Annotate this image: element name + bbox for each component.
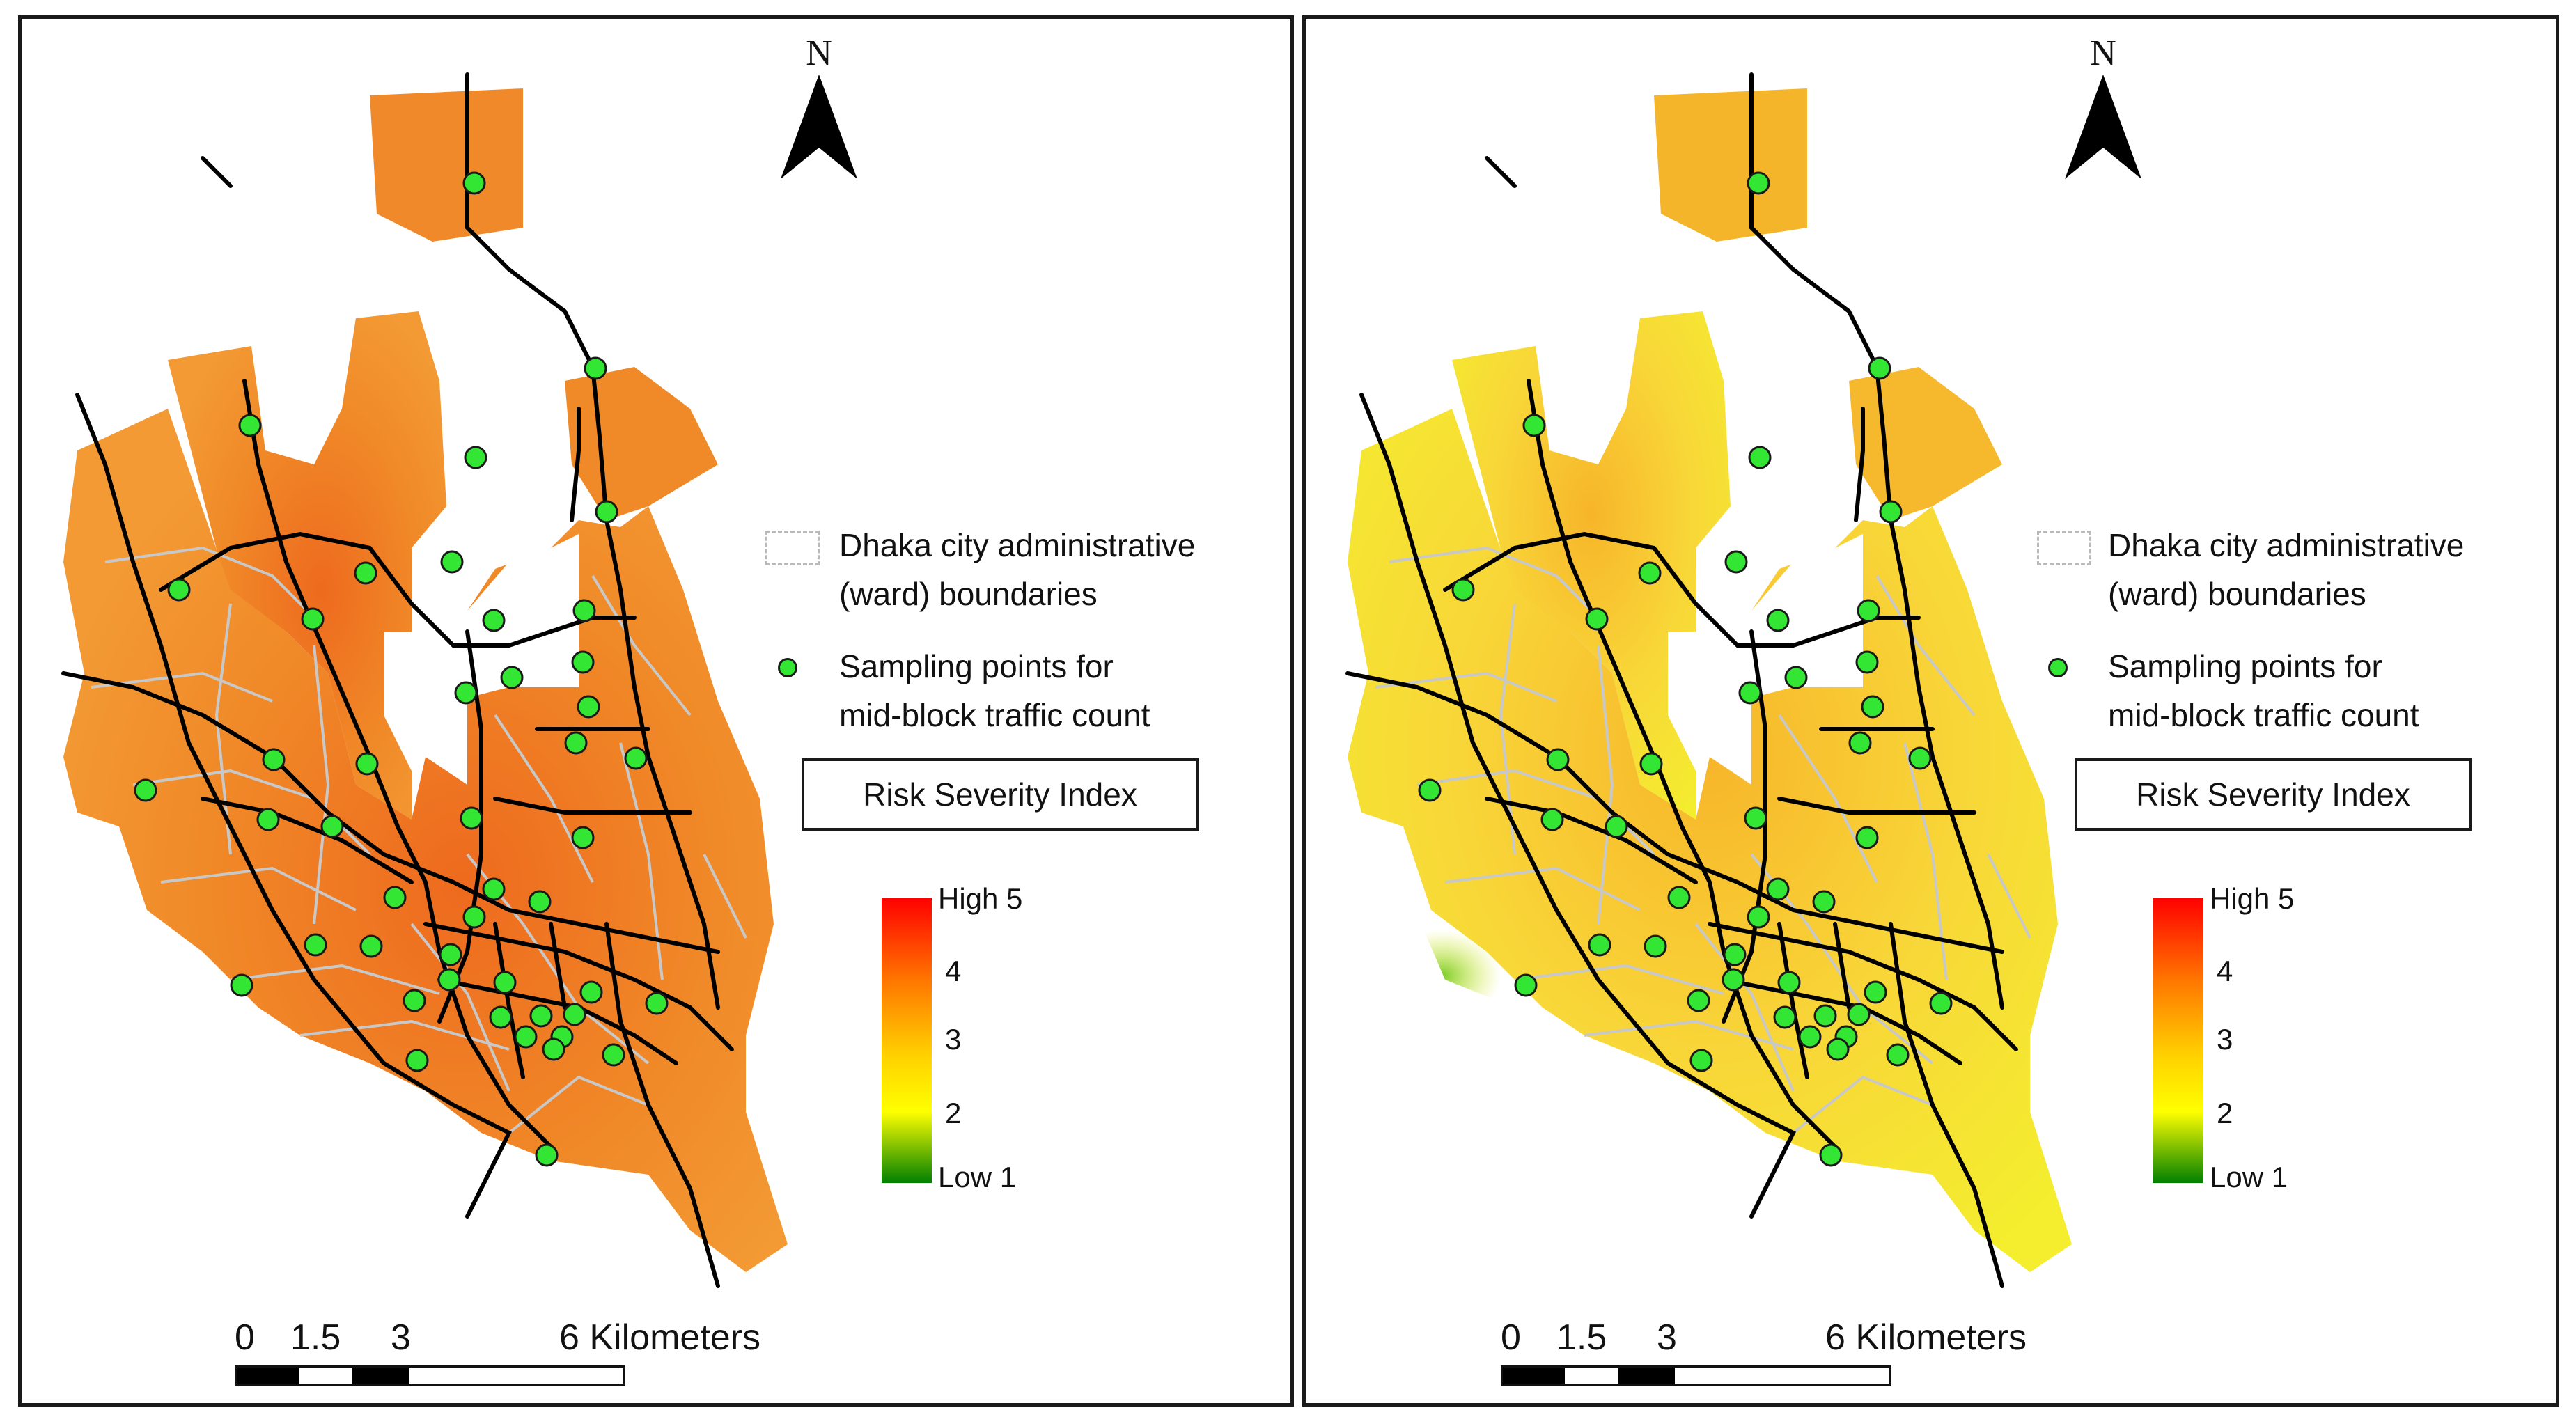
- ramp-tick-3: 3: [2217, 1023, 2233, 1056]
- legend-boundary-line1: Dhaka city administrative: [2108, 527, 2465, 563]
- map-panel-right: N Dhaka city administrative (ward) bound…: [1302, 15, 2559, 1407]
- ramp-low-label: Low 1: [938, 1161, 1017, 1193]
- legend-boundary-line2: (ward) boundaries: [2108, 576, 2366, 612]
- legend-points-line1: Sampling points for: [2108, 648, 2382, 684]
- ward-boundaries: [1375, 546, 2031, 1134]
- color-ramp: [2153, 898, 2203, 1183]
- scale-label-1-5: 1.5: [290, 1317, 341, 1358]
- scale-end-label: 6 Kilometers: [559, 1317, 760, 1358]
- ramp-high-label: High 5: [2210, 882, 2295, 915]
- scale-bar: [235, 1365, 625, 1386]
- north-label: N: [806, 33, 832, 73]
- legend-boundary-swatch: [2037, 531, 2091, 565]
- ramp-tick-4: 4: [2217, 955, 2233, 987]
- legend-points-line1: Sampling points for: [839, 648, 1114, 684]
- ramp-tick-2: 2: [945, 1097, 962, 1129]
- map-right: [1345, 72, 2072, 1288]
- north-label: N: [2090, 33, 2116, 73]
- legend-sampling-dot: [778, 658, 797, 677]
- legend-boundary-line2: (ward) boundaries: [839, 576, 1098, 612]
- scale-label-1-5: 1.5: [1556, 1317, 1607, 1358]
- scale-label-3: 3: [1657, 1317, 1677, 1358]
- ramp-low-label: Low 1: [2210, 1161, 2288, 1193]
- scale-bar: [1501, 1365, 1891, 1386]
- sampling-points: [1418, 171, 1953, 1167]
- legend-points-line2: mid-block traffic count: [2108, 697, 2419, 733]
- ramp-tick-2: 2: [2217, 1097, 2233, 1129]
- scale-label-3: 3: [391, 1317, 411, 1358]
- ramp-tick-3: 3: [945, 1023, 962, 1056]
- map-left: [61, 72, 788, 1288]
- legend-boundary-swatch: [765, 531, 820, 565]
- risk-severity-index-title: Risk Severity Index: [2075, 758, 2472, 831]
- legend-sampling-dot: [2048, 658, 2068, 677]
- map-panel-left: N Dhaka city administrative (ward) bound…: [18, 15, 1294, 1407]
- north-arrow-icon: [781, 75, 857, 179]
- legend-points-line2: mid-block traffic count: [839, 697, 1150, 733]
- road-network: [1345, 72, 2018, 1288]
- risk-severity-index-title: Risk Severity Index: [802, 758, 1199, 831]
- scale-label-0: 0: [1501, 1317, 1521, 1358]
- scale-label-0: 0: [235, 1317, 255, 1358]
- legend-boundary-line1: Dhaka city administrative: [839, 527, 1196, 563]
- north-arrow-icon: [2065, 75, 2141, 179]
- ward-boundaries: [91, 546, 747, 1134]
- ramp-high-label: High 5: [938, 882, 1023, 915]
- ramp-tick-4: 4: [945, 955, 962, 987]
- sampling-points: [134, 171, 669, 1167]
- north-arrow: N: [2058, 33, 2148, 182]
- north-arrow: N: [774, 33, 864, 182]
- scale-end-label: 6 Kilometers: [1825, 1317, 2027, 1358]
- color-ramp: [882, 898, 932, 1183]
